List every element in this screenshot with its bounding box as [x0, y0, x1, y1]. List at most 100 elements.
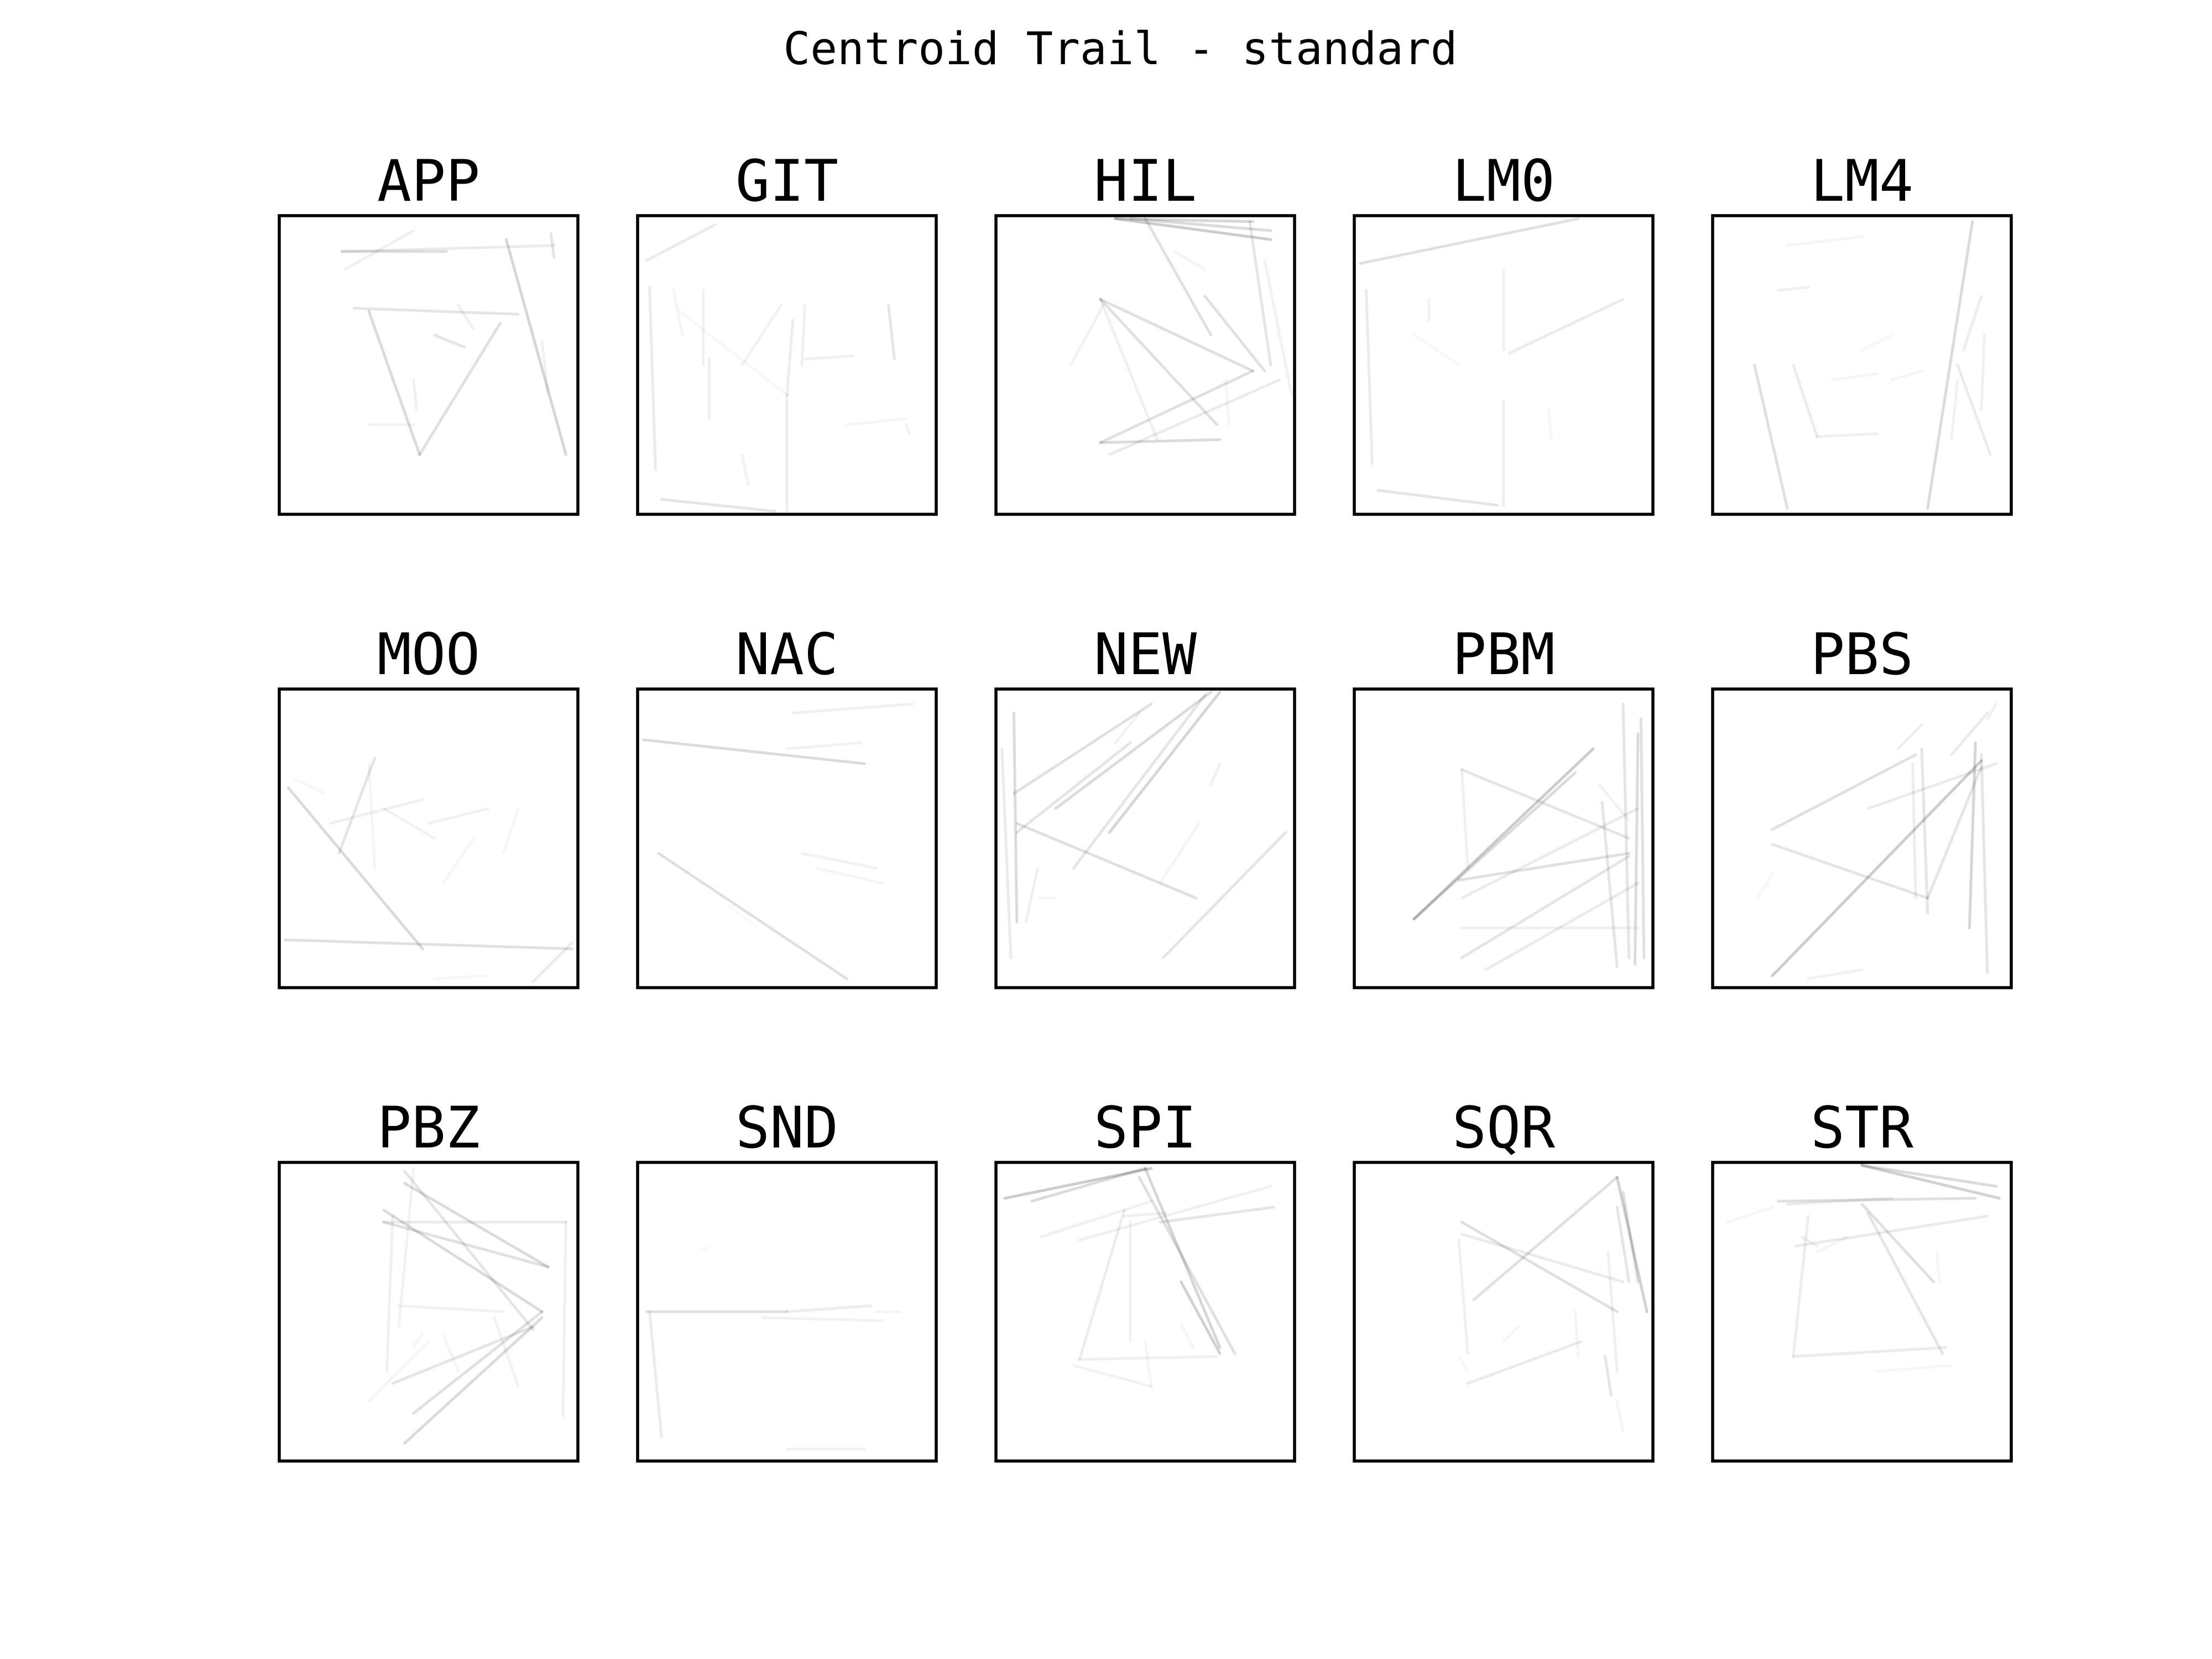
trail-segment [1072, 693, 1207, 870]
trail-group [645, 1304, 902, 1451]
trail-segment [1123, 1212, 1168, 1218]
trail-segment [1078, 1185, 1272, 1241]
trail-segment [657, 852, 848, 980]
chart-title: Centroid Trail - standard [783, 23, 1457, 75]
trail-segment [367, 310, 421, 456]
trail-segment [1815, 1235, 1849, 1254]
trail-segment [352, 306, 520, 316]
panel-frame [1711, 214, 2013, 516]
panel-hil: HIL [994, 148, 1296, 516]
trail-segment [1459, 1357, 1468, 1371]
panel-frame [636, 1161, 938, 1463]
trail-segment [382, 1208, 544, 1313]
panel-title: PBZ [377, 1095, 480, 1161]
trail-segment [1830, 372, 1879, 382]
trail-segment [785, 741, 863, 750]
trail-segment [1771, 843, 1929, 900]
trail-segment [1786, 235, 1864, 247]
trail-segment [660, 498, 776, 513]
trail-segment [382, 807, 436, 840]
trail-group [1069, 217, 1293, 456]
trail-group [1412, 702, 1646, 972]
trail-group [284, 756, 573, 983]
trail-segment [1460, 1233, 1625, 1284]
trail-segment [791, 702, 914, 714]
trail-segment [1621, 702, 1631, 959]
trail-segment [1962, 295, 1983, 352]
trail-segment [442, 837, 475, 885]
panel-title: GIT [735, 148, 838, 215]
trail-segment [1606, 1250, 1619, 1373]
trail-segment [504, 238, 567, 456]
trail-segment [1548, 410, 1551, 440]
trail-group [367, 1167, 567, 1445]
trail-segment [672, 289, 684, 337]
trail-group [1753, 220, 1992, 510]
trail-segment [1129, 217, 1272, 232]
panel-title: SND [735, 1095, 838, 1161]
trail-segment [1615, 1400, 1625, 1433]
trail-segment [1173, 250, 1207, 271]
trail-segment [294, 779, 324, 794]
trail-segment [397, 1167, 415, 1328]
trail-segment [385, 1214, 394, 1373]
trail-segment [1159, 822, 1201, 885]
trail-segment [1866, 1212, 1944, 1355]
trail-segment [1159, 1206, 1275, 1224]
trail-segment [1072, 1364, 1153, 1388]
panel-title: APP [377, 148, 480, 215]
trail-group [1771, 702, 1998, 980]
trail-segment [403, 1316, 544, 1445]
trail-segment [1460, 768, 1469, 870]
trail-segment [1615, 1206, 1631, 1284]
trail-segment [1054, 690, 1213, 810]
panel-title: SPI [1094, 1095, 1197, 1161]
trail-segment [412, 378, 418, 411]
trail-segment [1639, 717, 1646, 959]
trail-segment [1460, 768, 1631, 840]
trail-segment [1069, 304, 1105, 367]
trail-segment [1866, 762, 1998, 810]
trail-segment [1114, 711, 1141, 744]
trail-segment [1015, 741, 1132, 834]
trail-segment [1968, 741, 1977, 930]
panel-frame [278, 1161, 580, 1463]
trail-segment [403, 1182, 550, 1269]
trail-segment [1604, 1355, 1613, 1397]
panel-frame [1711, 687, 2013, 989]
trail-segment [648, 286, 657, 471]
trail-segment [1634, 732, 1640, 966]
trail-segment [1180, 1322, 1194, 1349]
trail-segment [1956, 363, 1992, 456]
trail-segment [1980, 753, 1989, 974]
trail-segment [645, 223, 717, 262]
trail-group [1457, 1176, 1648, 1433]
trail-segment [1144, 1167, 1222, 1349]
trail-segment [433, 333, 466, 349]
trail-segment [1000, 747, 1013, 959]
panel-title: HIL [1094, 148, 1197, 215]
panel-pbz: PBZ [278, 1095, 580, 1463]
trail-segment [1078, 1355, 1219, 1361]
panel-frame [278, 687, 580, 989]
trail-segment [1412, 747, 1595, 921]
trail-segment [561, 1220, 567, 1418]
panel-title: NEW [1094, 622, 1197, 688]
trail-segment [1807, 968, 1864, 980]
trail-segment [680, 311, 787, 395]
panel-frame [1353, 214, 1655, 516]
trail-segment [905, 423, 911, 435]
trail-segment [800, 304, 806, 367]
trail-segment [1039, 1199, 1153, 1239]
trail-segment [1728, 1207, 1772, 1222]
trail-segment [1376, 489, 1499, 507]
trail-segment [1771, 753, 1917, 831]
trail-segment [1502, 1325, 1520, 1343]
panel-frame [994, 214, 1296, 516]
trail-segment [1138, 1176, 1237, 1355]
trail-group [1000, 690, 1287, 959]
trail-segment [442, 1334, 460, 1373]
trail-group [340, 229, 567, 456]
trail-segment [340, 244, 556, 253]
